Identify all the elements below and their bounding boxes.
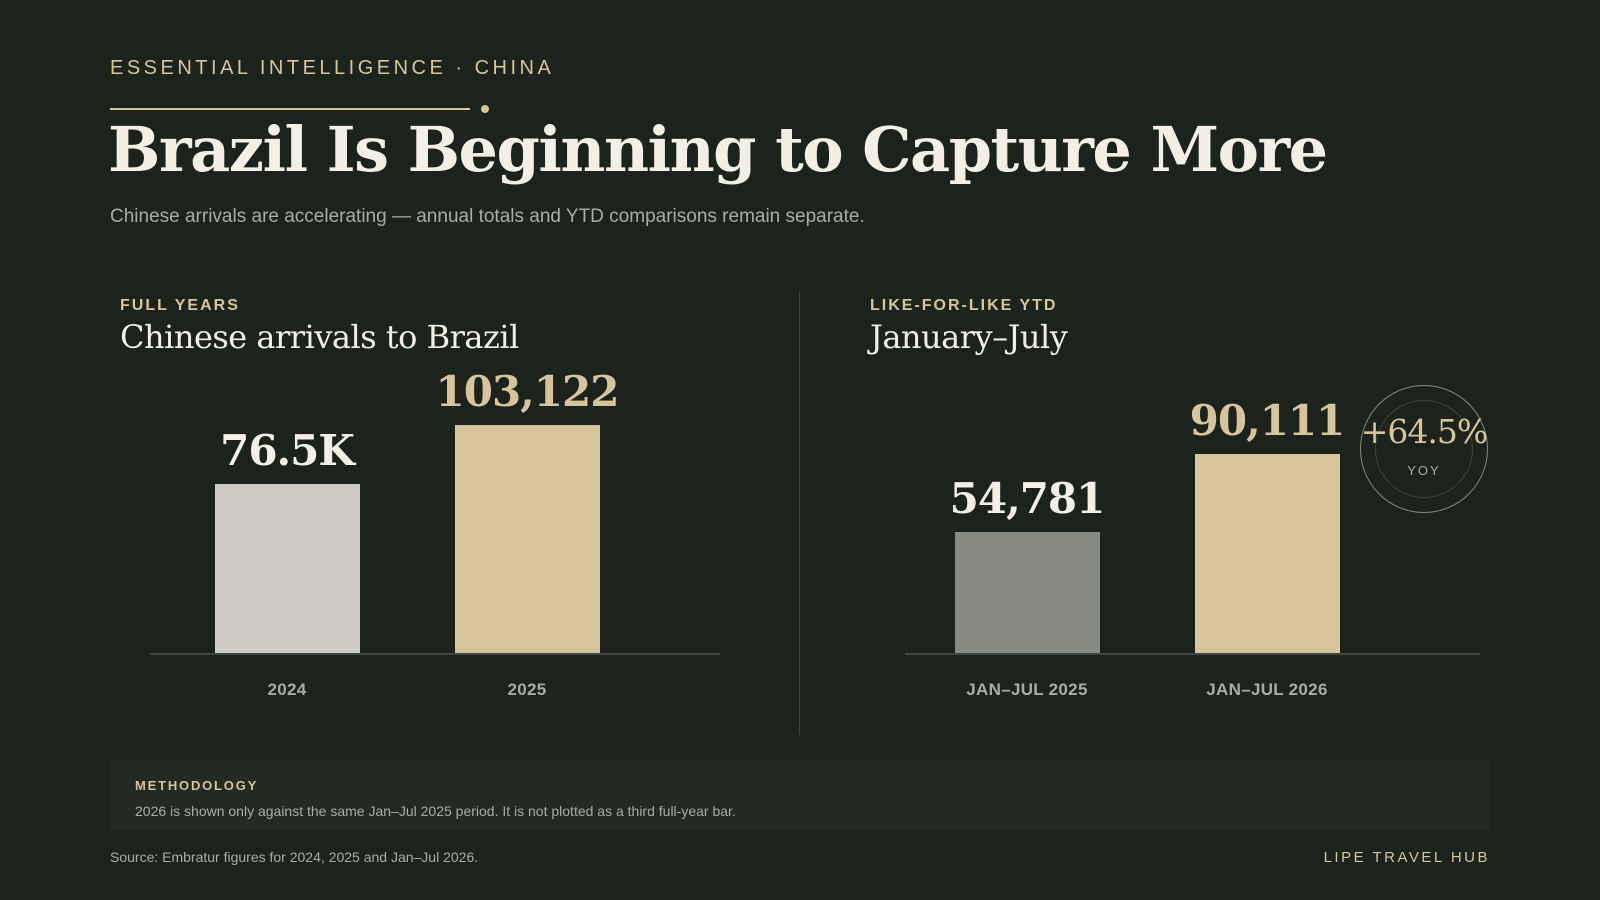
page-title: Brazil Is Beginning to Capture More: [108, 113, 1328, 186]
yoy-ring: [1360, 385, 1488, 513]
panel-right-title: January–July: [870, 318, 1068, 356]
full-years-bar-2: [454, 425, 600, 654]
title-rule: [110, 108, 470, 110]
panel-left-title: Chinese arrivals to Brazil: [120, 318, 519, 356]
ytd-bar-value-1: 54,781: [949, 474, 1106, 523]
yoy-value: +64.5%: [1360, 412, 1488, 451]
panel-right-kicker: LIKE-FOR-LIKE YTD: [870, 297, 1058, 314]
full-years-category-label-1: 2024: [267, 680, 307, 699]
ytd-category-label-2: JAN–JUL 2026: [1206, 680, 1328, 699]
full-years-bar-value-2: 103,122: [435, 367, 620, 416]
methodology-box: [110, 760, 1490, 830]
ytd-bar-value-2: 90,111: [1189, 396, 1346, 445]
methodology-label: METHODOLOGY: [135, 778, 259, 793]
eyebrow: ESSENTIAL INTELLIGENCE · CHINA: [110, 57, 555, 79]
panel-left-kicker: FULL YEARS: [120, 297, 240, 314]
ytd-bar-2: [1194, 454, 1340, 654]
full-years-bar-1: [214, 484, 360, 654]
brand-mark: LIPE TRAVEL HUB: [1323, 849, 1490, 866]
methodology-text: 2026 is shown only against the same Jan–…: [135, 803, 736, 819]
panel-divider: [799, 292, 800, 735]
source-note: Source: Embratur figures for 2024, 2025 …: [110, 849, 479, 865]
full-years-bar-value-1: 76.5K: [220, 426, 355, 475]
ytd-category-label-1: JAN–JUL 2025: [966, 680, 1088, 699]
yoy-label: YOY: [1407, 463, 1441, 478]
title-rule-dot: [481, 105, 489, 113]
baseline-right: [905, 653, 1480, 655]
full-years-category-label-2: 2025: [507, 680, 547, 699]
page-subtitle: Chinese arrivals are accelerating — annu…: [110, 206, 865, 227]
baseline-left: [150, 653, 720, 655]
ytd-bar-1: [954, 532, 1100, 654]
yoy-inner-ring: [1375, 400, 1473, 498]
